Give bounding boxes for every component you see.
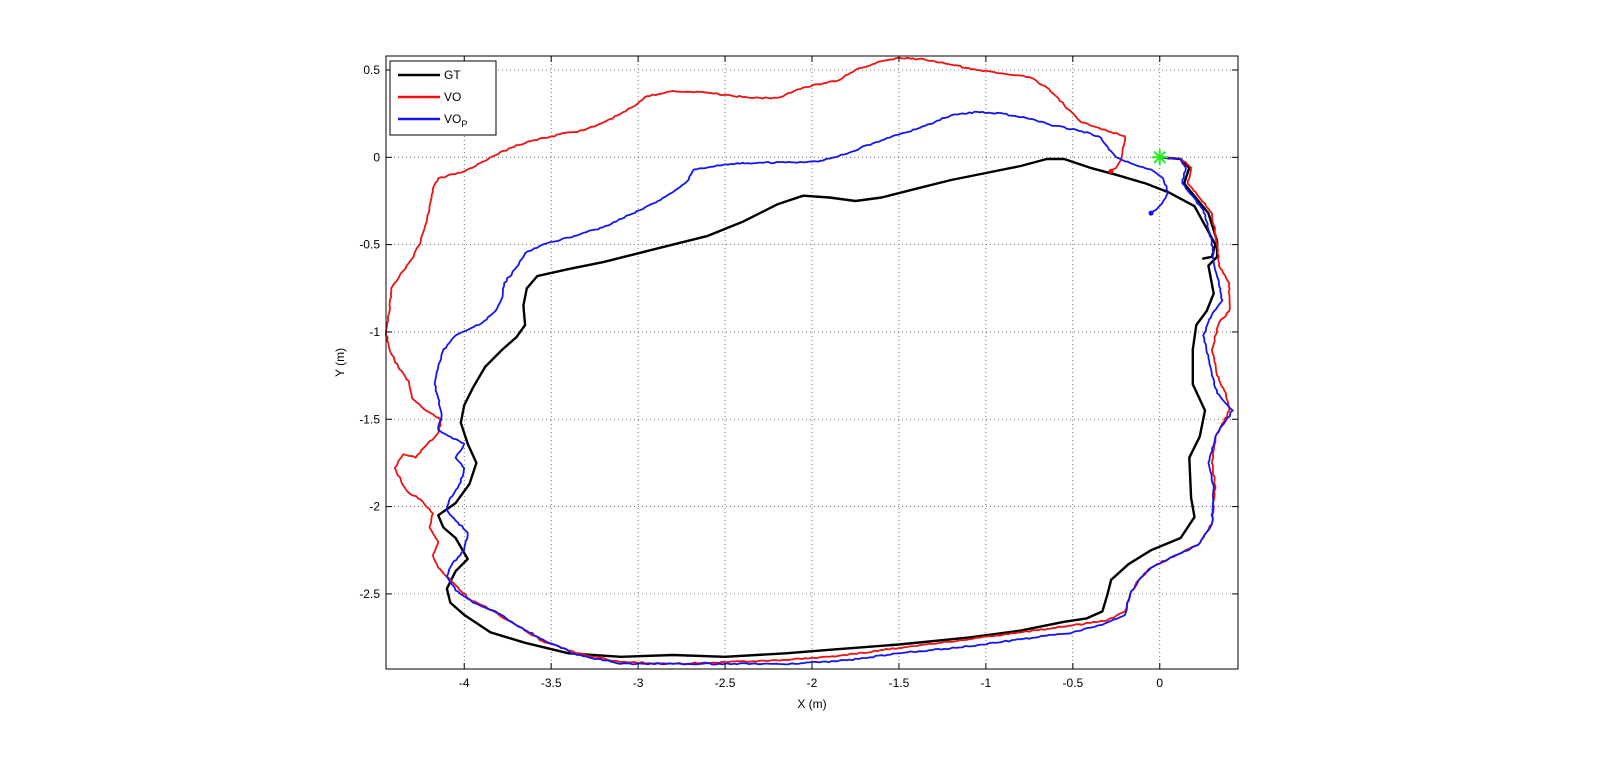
legend-label: GT xyxy=(444,68,461,82)
x-tick-label: -1 xyxy=(981,676,992,690)
series-line-vo-p xyxy=(433,110,1234,666)
x-tick-label: -2.5 xyxy=(715,676,736,690)
x-tick-label: -3.5 xyxy=(541,676,562,690)
axis-ticks: -4 -3.5 -3 -2.5 -2 -1.5 -1 -0.5 0 0.5 0 -0.5 -1 -1.5 -… xyxy=(359,56,1238,690)
x-tick-label: -1.5 xyxy=(889,676,910,690)
start-marker-asterisk xyxy=(1151,149,1168,166)
y-tick-label: -1.5 xyxy=(359,412,380,426)
y-axis-label: Y (m) xyxy=(333,348,347,377)
y-tick-label: 0.5 xyxy=(363,63,380,77)
y-tick-label: -1 xyxy=(369,325,380,339)
series-layer xyxy=(385,56,1234,666)
legend-label-subscript: P xyxy=(461,119,467,129)
x-axis-label: X (m) xyxy=(797,697,826,711)
y-tick-label: -2.5 xyxy=(359,587,380,601)
x-tick-label: -0.5 xyxy=(1062,676,1083,690)
plot-area xyxy=(386,56,1238,669)
series-line-gt xyxy=(437,156,1219,658)
start-marker-stroke xyxy=(1153,150,1167,164)
y-tick-label: -2 xyxy=(369,500,380,514)
marker-layer xyxy=(1151,149,1168,166)
x-tick-label: -4 xyxy=(459,676,470,690)
legend-label: VO xyxy=(444,90,461,104)
y-tick-label: -0.5 xyxy=(359,238,380,252)
y-tick-label: 0 xyxy=(373,150,380,164)
x-tick-label: 0 xyxy=(1156,676,1163,690)
series-end-point xyxy=(1108,168,1114,174)
x-tick-label: -2 xyxy=(807,676,818,690)
x-tick-label: -3 xyxy=(633,676,644,690)
series-end-point xyxy=(1148,210,1154,216)
